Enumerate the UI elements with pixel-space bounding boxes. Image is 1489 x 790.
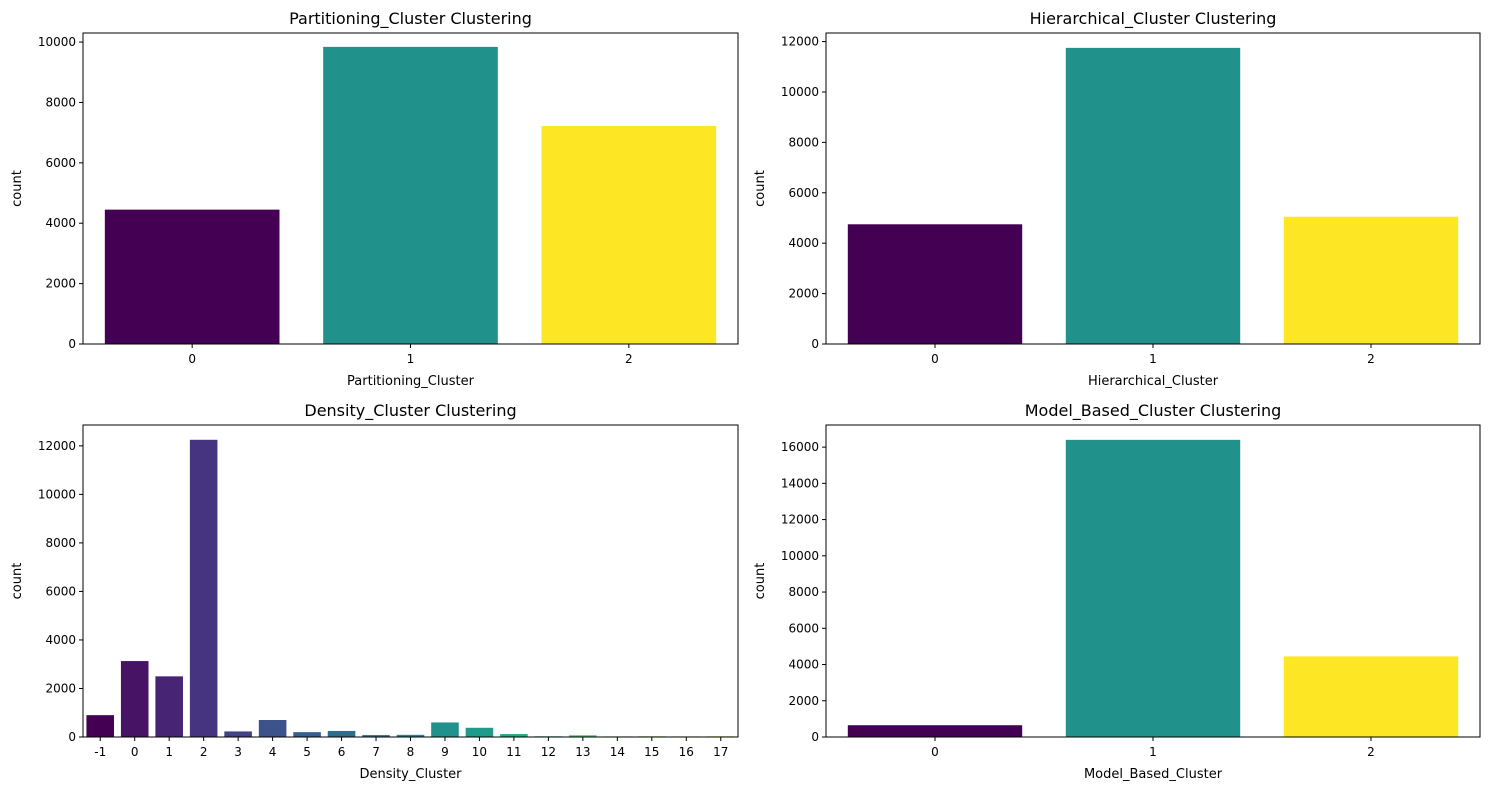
- x-tick-label: 3: [234, 745, 242, 759]
- bar-5: [293, 732, 321, 737]
- bar-1: [1065, 439, 1241, 737]
- y-tick-label: 16000: [781, 440, 819, 454]
- x-tick-label: 6: [338, 745, 346, 759]
- y-tick-label: 4000: [45, 633, 76, 647]
- y-tick-label: 8000: [788, 135, 819, 149]
- x-tick-label: 1: [165, 745, 173, 759]
- bar-2: [189, 439, 218, 737]
- bar-0: [847, 725, 1023, 737]
- x-axis-label: Partitioning_Cluster: [347, 374, 475, 389]
- y-tick-label: 10000: [781, 549, 819, 563]
- x-tick-label: 1: [1149, 352, 1157, 366]
- y-tick-label: 0: [68, 730, 76, 744]
- chart-title: Hierarchical_Cluster Clustering: [1030, 9, 1277, 29]
- y-axis-label: count: [753, 170, 768, 207]
- y-tick-label: 12000: [38, 439, 76, 453]
- x-tick-label: 2: [1367, 745, 1375, 759]
- y-tick-label: 6000: [788, 186, 819, 200]
- bar-0: [120, 661, 149, 737]
- x-tick-label: 0: [188, 352, 196, 366]
- bar-10: [465, 727, 494, 737]
- x-tick-label: 13: [575, 745, 590, 759]
- bar-2: [1283, 656, 1459, 737]
- bar-0: [104, 209, 280, 344]
- y-tick-label: 4000: [788, 658, 819, 672]
- bar-1: [323, 46, 498, 345]
- y-tick-label: 14000: [781, 476, 819, 490]
- bar--1: [86, 715, 115, 737]
- y-tick-label: 4000: [45, 216, 76, 230]
- x-tick-label: 14: [610, 745, 625, 759]
- x-tick-label: 9: [441, 745, 449, 759]
- y-tick-label: 8000: [788, 585, 819, 599]
- y-tick-label: 6000: [788, 621, 819, 635]
- x-tick-label: 17: [713, 745, 728, 759]
- y-tick-label: 2000: [45, 681, 76, 695]
- x-tick-label: 8: [407, 745, 415, 759]
- x-tick-label: 11: [506, 745, 521, 759]
- bar-8: [396, 734, 425, 737]
- x-tick-label: -1: [94, 745, 106, 759]
- y-tick-label: 8000: [45, 95, 76, 109]
- chart-panel-4: 0 1 2 0 2000 4000 6000 8000 10000 12000 14000 16000…: [753, 401, 1481, 782]
- y-tick-label: 12000: [781, 35, 819, 49]
- y-tick-label: 8000: [45, 536, 76, 550]
- bar-6: [327, 730, 356, 737]
- chart-panel-2: 0 1 2 0 2000 4000 6000 8000 10000 12000 Hierarchic…: [753, 9, 1481, 389]
- x-tick-label: 5: [303, 745, 311, 759]
- chart-title: Partitioning_Cluster Clustering: [289, 9, 532, 29]
- bar-0: [847, 224, 1023, 344]
- bar-2: [541, 125, 717, 345]
- bar-2: [1283, 216, 1459, 344]
- y-tick-label: 0: [68, 337, 76, 351]
- y-tick-label: 2000: [45, 277, 76, 291]
- bar-7: [362, 735, 390, 737]
- y-tick-label: 2000: [788, 287, 819, 301]
- x-tick-label: 10: [472, 745, 487, 759]
- y-tick-label: 10000: [781, 85, 819, 99]
- chart-title: Model_Based_Cluster Clustering: [1025, 401, 1282, 421]
- bar-13: [569, 735, 597, 737]
- x-tick-label: 0: [131, 745, 139, 759]
- x-axis-label: Hierarchical_Cluster: [1088, 374, 1219, 389]
- x-tick-label: 0: [931, 745, 939, 759]
- y-axis-label: count: [753, 563, 768, 600]
- x-tick-label: 2: [1367, 352, 1375, 366]
- bar-11: [500, 734, 528, 737]
- y-tick-label: 0: [811, 730, 819, 744]
- y-axis-label: count: [10, 170, 25, 207]
- y-tick-label: 4000: [788, 236, 819, 250]
- y-tick-label: 10000: [38, 487, 76, 501]
- y-tick-label: 0: [811, 337, 819, 351]
- x-tick-label: 16: [679, 745, 694, 759]
- y-tick-label: 6000: [45, 156, 76, 170]
- y-tick-label: 12000: [781, 513, 819, 527]
- y-tick-label: 2000: [788, 694, 819, 708]
- chart-title: Density_Cluster Clustering: [304, 401, 516, 421]
- bar-1: [155, 676, 183, 737]
- bar-3: [224, 731, 252, 737]
- x-tick-label: 15: [644, 745, 659, 759]
- x-axis-label: Density_Cluster: [359, 767, 462, 782]
- bar-1: [1065, 47, 1241, 344]
- bar-9: [431, 722, 459, 737]
- y-tick-label: 10000: [38, 35, 76, 49]
- x-tick-label: 1: [407, 352, 415, 366]
- bar-4: [258, 720, 287, 737]
- x-tick-label: 0: [931, 352, 939, 366]
- x-tick-label: 12: [541, 745, 556, 759]
- x-axis-label: Model_Based_Cluster: [1084, 767, 1223, 782]
- chart-panel-3: -1 0 1 2 3 4 5 6 7 8 9 10 11 12 13 14 15 16 17020004000600…: [10, 401, 739, 782]
- y-tick-label: 6000: [45, 584, 76, 598]
- x-tick-label: 2: [200, 745, 208, 759]
- x-tick-label: 2: [625, 352, 633, 366]
- chart-panel-1: 0 1 2 0 2000 4000 6000 8000 10000 Partitioning_Cl…: [10, 9, 739, 389]
- x-tick-label: 1: [1149, 745, 1157, 759]
- y-axis-label: count: [10, 563, 25, 600]
- x-tick-label: 4: [269, 745, 277, 759]
- x-tick-label: 7: [372, 745, 380, 759]
